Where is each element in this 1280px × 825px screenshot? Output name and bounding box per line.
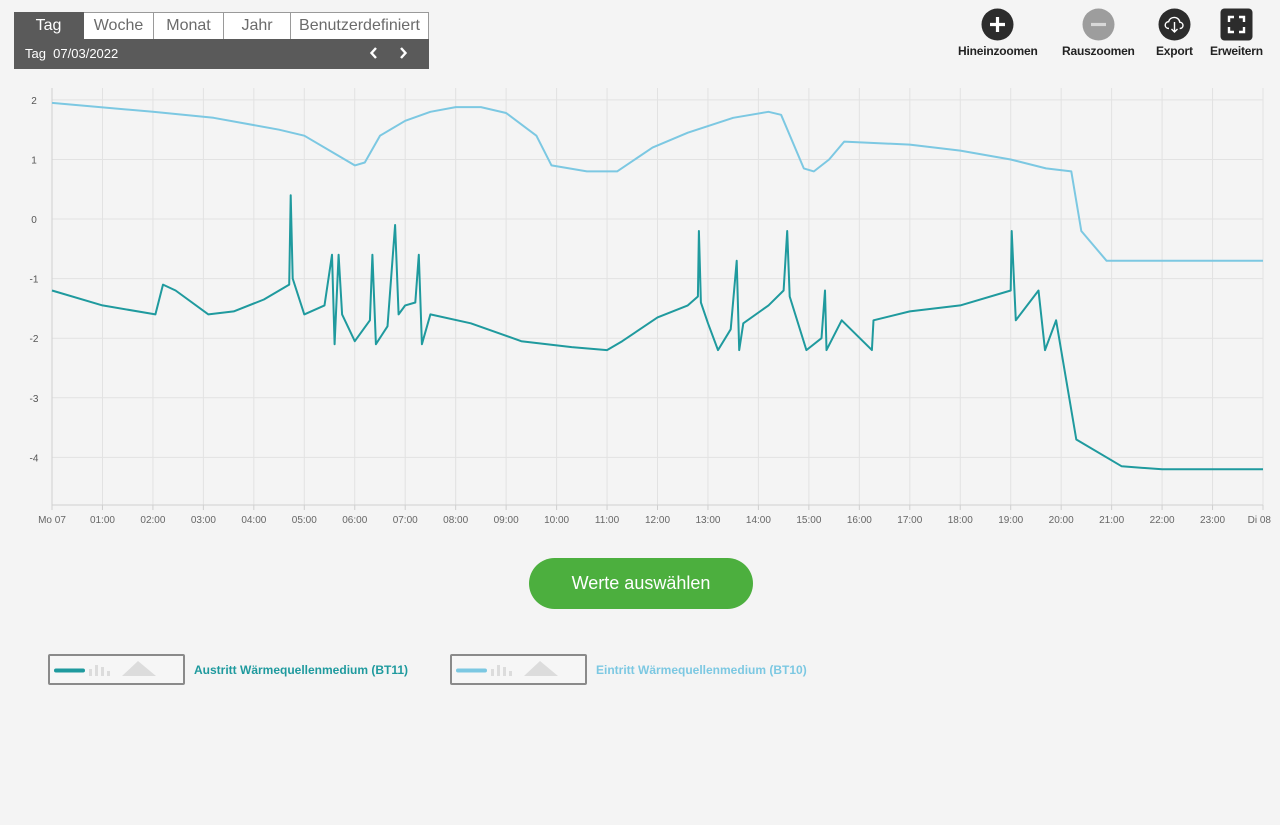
legend-toggle-bt11[interactable] xyxy=(48,654,185,685)
x-tick-label: 18:00 xyxy=(948,515,973,526)
zoom-out-label: Rauszoomen xyxy=(1062,44,1135,58)
y-tick-label: -4 xyxy=(30,453,39,464)
x-tick-label: 16:00 xyxy=(847,515,872,526)
legend-label-bt10: Eintritt Wärmequellenmedium (BT10) xyxy=(596,662,807,677)
expand-button[interactable]: Erweitern xyxy=(1210,8,1263,58)
temperature-chart: Mo 07 01:00 02:00 03:00 04:00 05:00 06:00 07:00… xyxy=(30,88,1272,526)
legend-item-bt10[interactable]: Eintritt Wärmequellenmedium (BT10) xyxy=(450,654,807,685)
x-tick-label: 12:00 xyxy=(645,515,670,526)
expand-label: Erweitern xyxy=(1210,44,1263,58)
x-tick-label: 13:00 xyxy=(695,515,720,526)
area-style-icon xyxy=(524,661,558,676)
zoom-out-button[interactable]: Rauszoomen xyxy=(1062,8,1135,58)
legend-label-bt11: Austritt Wärmequellenmedium (BT11) xyxy=(194,662,409,677)
zoom-in-button[interactable]: Hineinzoomen xyxy=(958,8,1038,58)
minus-circle-icon xyxy=(1082,8,1115,41)
x-tick-label: 17:00 xyxy=(897,515,922,526)
x-tick-label: 20:00 xyxy=(1049,515,1074,526)
x-tick-label: 19:00 xyxy=(998,515,1023,526)
export-label: Export xyxy=(1156,44,1193,58)
y-tick-label: -1 xyxy=(30,275,39,286)
x-tick-label: 02:00 xyxy=(140,515,165,526)
x-tick-label: 09:00 xyxy=(494,515,519,526)
tab-month[interactable]: Monat xyxy=(154,12,224,39)
legend-toggle-bt10[interactable] xyxy=(450,654,587,685)
x-tick-label: 04:00 xyxy=(241,515,266,526)
x-tick-label: Mo 07 xyxy=(38,515,66,526)
x-tick-label: 08:00 xyxy=(443,515,468,526)
next-day-button[interactable] xyxy=(394,43,412,63)
chevron-right-icon xyxy=(400,47,408,59)
tab-year[interactable]: Jahr xyxy=(224,12,291,39)
bar-style-icon xyxy=(491,665,512,676)
legend-item-bt11[interactable]: Austritt Wärmequellenmedium (BT11) xyxy=(48,654,408,685)
export-button[interactable]: Export xyxy=(1156,8,1193,58)
x-tick-label: 06:00 xyxy=(342,515,367,526)
chevron-left-icon xyxy=(369,47,377,59)
x-tick-label: 03:00 xyxy=(191,515,216,526)
x-tick-label: 11:00 xyxy=(595,515,620,526)
series-line-bt10 xyxy=(51,101,1263,262)
x-tick-label: 05:00 xyxy=(292,515,317,526)
y-tick-label: 1 xyxy=(31,155,37,166)
plus-circle-icon xyxy=(981,8,1014,41)
date-label: Tag 07/03/2022 xyxy=(25,46,119,61)
x-tick-label: 15:00 xyxy=(796,515,821,526)
cloud-download-icon xyxy=(1158,8,1191,41)
x-tick-label: 07:00 xyxy=(393,515,418,526)
x-tick-label: 10:00 xyxy=(544,515,569,526)
x-tick-label: Di 08 xyxy=(1248,515,1272,526)
series-line-bt11 xyxy=(51,194,1263,471)
y-tick-label: -3 xyxy=(30,394,39,405)
previous-day-button[interactable] xyxy=(365,43,383,63)
y-tick-label: -2 xyxy=(30,334,39,345)
select-values-button[interactable]: Werte auswählen xyxy=(529,558,753,609)
fullscreen-icon xyxy=(1220,8,1253,41)
zoom-in-label: Hineinzoomen xyxy=(958,44,1038,58)
x-tick-label: 01:00 xyxy=(90,515,115,526)
x-tick-label: 22:00 xyxy=(1150,515,1175,526)
period-selector: Tag Woche Monat Jahr Benutzerdefiniert T… xyxy=(14,12,429,69)
x-tick-label: 23:00 xyxy=(1200,515,1225,526)
bar-style-icon xyxy=(89,665,110,676)
tab-week[interactable]: Woche xyxy=(84,12,154,39)
x-tick-label: 21:00 xyxy=(1099,515,1124,526)
x-tick-label: 14:00 xyxy=(746,515,771,526)
y-tick-label: 2 xyxy=(31,96,37,107)
period-tabs: Tag Woche Monat Jahr Benutzerdefiniert xyxy=(14,12,429,39)
y-tick-label: 0 xyxy=(31,215,37,226)
tab-custom[interactable]: Benutzerdefiniert xyxy=(291,12,429,39)
tab-day[interactable]: Tag xyxy=(14,12,84,39)
area-style-icon xyxy=(122,661,156,676)
